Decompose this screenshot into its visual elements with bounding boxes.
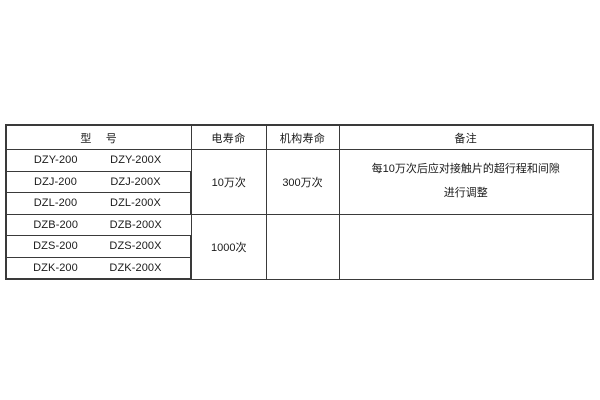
model-code-primary: DZK-200	[33, 261, 78, 274]
notes-line-2: 进行调整	[443, 187, 488, 200]
table-row: DZL-200 DZL-200X	[5, 192, 593, 215]
spec-table-container: 型号 电寿命 机构寿命 备注 DZY-200 DZY-200X 10万次 300万…	[5, 124, 594, 280]
model-cell: DZB-200 DZB-200X	[5, 213, 192, 236]
model-code-variant: DZJ-200X	[110, 175, 161, 188]
electrical-life-cell: 1000次	[190, 213, 267, 280]
model-cell: DZJ-200 DZJ-200X	[5, 170, 192, 193]
column-header-mechanical-life: 机构寿命	[265, 124, 340, 150]
mechanical-life-cell-empty	[265, 213, 340, 280]
model-code-primary: DZL-200	[33, 197, 78, 210]
relay-life-spec-table: 型号 电寿命 机构寿命 备注 DZY-200 DZY-200X 10万次 300万…	[5, 124, 594, 280]
column-header-model: 型号	[5, 124, 192, 150]
table-header-row: 型号 电寿命 机构寿命 备注	[5, 124, 594, 150]
model-cell: DZS-200 DZS-200X	[5, 235, 192, 258]
model-code-primary: DZS-200	[33, 240, 78, 253]
electrical-life-cell: 10万次	[190, 149, 267, 215]
model-code-primary: DZB-200	[33, 218, 79, 231]
model-cell: DZL-200 DZL-200X	[5, 192, 192, 215]
column-header-notes: 备注	[338, 124, 594, 150]
table-row: DZJ-200 DZJ-200X	[5, 170, 593, 193]
column-header-model-char-1: 型	[80, 132, 92, 145]
model-code-variant: DZY-200X	[110, 154, 162, 167]
table-row: DZK-200 DZK-200X	[5, 256, 593, 280]
model-code-variant: DZL-200X	[110, 197, 161, 210]
mechanical-life-cell: 300万次	[265, 149, 340, 215]
model-code-variant: DZK-200X	[109, 261, 162, 274]
table-row: DZY-200 DZY-200X 10万次 300万次 每10万次后应对接触片的超…	[5, 149, 594, 215]
model-code-variant: DZS-200X	[109, 240, 162, 253]
table-row: DZB-200 DZB-200X 1000次	[5, 213, 594, 280]
model-code-primary: DZY-200	[33, 154, 78, 167]
model-code-variant: DZB-200X	[109, 218, 162, 231]
notes-line-1: 每10万次后应对接触片的超行程和间隙	[371, 163, 560, 176]
model-cell: DZK-200 DZK-200X	[5, 256, 192, 280]
column-header-model-char-2: 号	[105, 132, 118, 145]
notes-cell: 每10万次后应对接触片的超行程和间隙 进行调整	[338, 149, 594, 215]
model-cell: DZY-200 DZY-200X	[5, 149, 192, 172]
table-row: DZS-200 DZS-200X	[5, 235, 593, 258]
column-header-electrical-life: 电寿命	[190, 124, 267, 150]
notes-cell-empty	[338, 213, 594, 280]
model-code-primary: DZJ-200	[34, 175, 77, 188]
